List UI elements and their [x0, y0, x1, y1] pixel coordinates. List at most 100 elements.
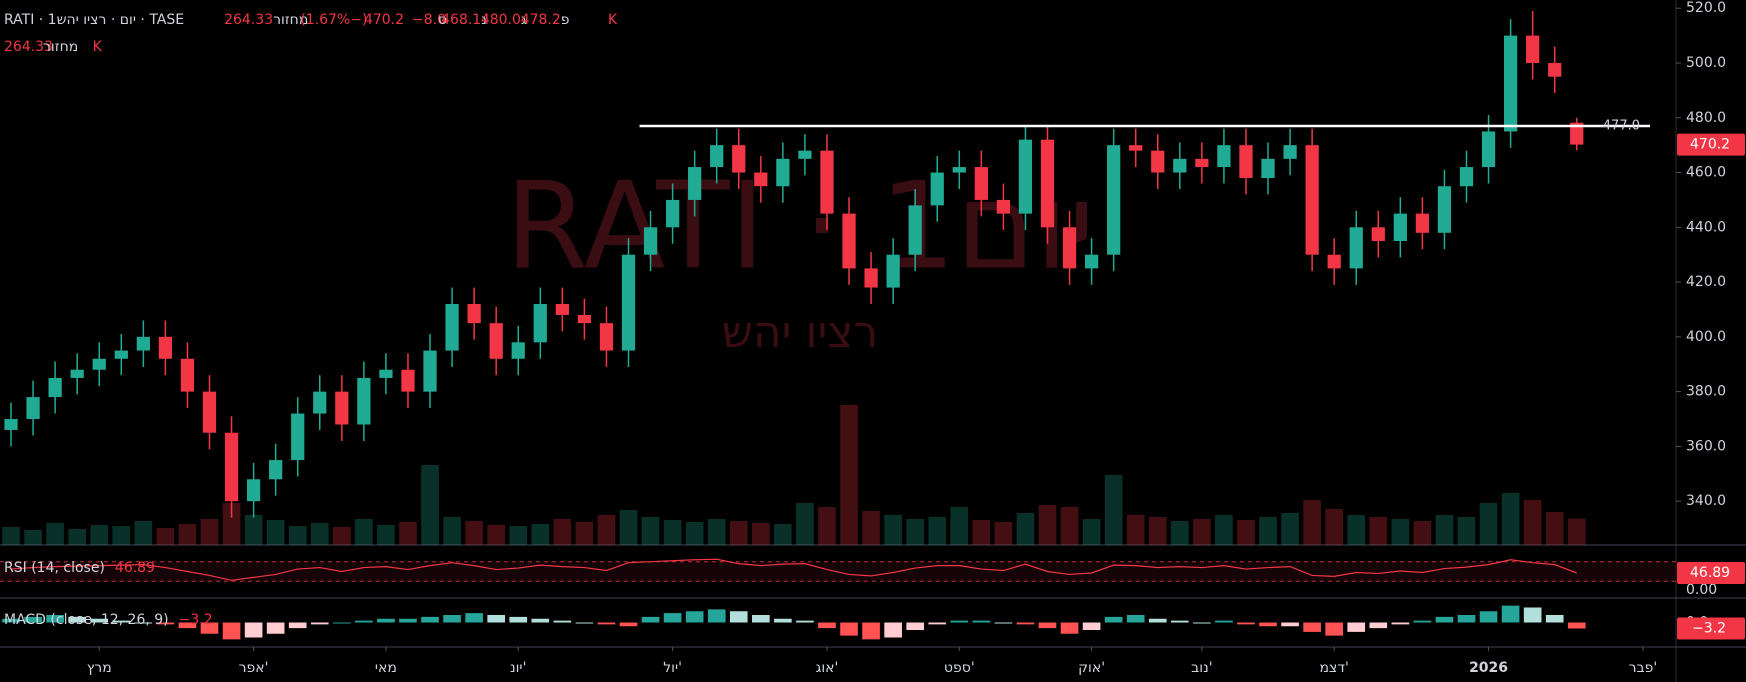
macd-histogram-bar [1369, 622, 1388, 629]
macd-histogram-bar [156, 622, 175, 625]
macd-histogram-bar [1303, 622, 1321, 632]
volume-bar [1259, 517, 1277, 545]
volume-bar [1303, 500, 1321, 545]
candle-body [864, 268, 878, 288]
x-tick-label: אוק' [1078, 660, 1105, 676]
header-line: RATI · 1יום · רציו יהש · TASE פ478.2ג480.… [4, 12, 618, 28]
volume-bar [531, 524, 550, 545]
symbol-title: RATI · 1יום · רציו יהש · TASE [4, 12, 184, 28]
macd-histogram-bar [90, 618, 109, 623]
x-tick-label: מאי [375, 660, 397, 676]
macd-histogram-bar [1391, 622, 1410, 625]
macd-histogram-bar [1193, 622, 1211, 624]
candle-body [1305, 145, 1319, 255]
volume-title: מחזור [273, 12, 308, 28]
volume-bar [818, 507, 836, 545]
macd-histogram-bar [112, 620, 131, 623]
candle-body [401, 369, 415, 392]
macd-histogram-bar [685, 611, 704, 623]
macd-histogram-bar [531, 618, 550, 623]
candle-body [1415, 213, 1430, 233]
candle-body [820, 150, 834, 214]
volume-bar [1104, 475, 1123, 545]
candle-body [511, 342, 525, 359]
candle-body [224, 432, 239, 502]
macd-current: −3.2 [179, 612, 213, 628]
macd-histogram-bar [1567, 622, 1586, 629]
macd-histogram-bar [1523, 607, 1542, 623]
candle-body [643, 227, 658, 255]
candle-body [732, 145, 746, 173]
volume-bar [884, 515, 902, 545]
rsi-value-label: 46.89 [1690, 565, 1730, 581]
candle-body [1195, 158, 1209, 168]
ohlc-prefix: ס [438, 12, 447, 28]
volume-bar [1457, 517, 1476, 545]
volume-bar [1325, 509, 1344, 545]
volume-bar [796, 503, 814, 545]
macd-histogram-bar [972, 620, 991, 623]
macd-name: MACD (close, 12, 26, 9) [4, 612, 169, 628]
candle-body [577, 314, 592, 324]
candle-body [246, 479, 261, 502]
macd-value-label: −3.2 [1692, 621, 1726, 637]
macd-histogram-bar [1104, 616, 1123, 623]
candle-body [1570, 122, 1584, 145]
candle-body [136, 336, 150, 351]
volume-bar [332, 527, 351, 545]
macd-histogram-bar [1060, 622, 1079, 634]
macd-histogram-bar [729, 611, 748, 623]
macd-histogram-bar [421, 616, 439, 623]
y-tick-label: 420.0 [1686, 274, 1726, 290]
candle-body [776, 158, 790, 187]
candle-body [489, 323, 503, 359]
volume-bar [90, 525, 109, 545]
macd-histogram-bar [1148, 618, 1167, 623]
volume-bar [112, 526, 131, 545]
candle-body [710, 145, 724, 168]
candle-body [665, 199, 680, 228]
x-tick-label: פבר' [1629, 660, 1658, 676]
candle-body [1107, 145, 1121, 255]
macd-histogram-bar [774, 618, 792, 623]
y-tick-label: 500.0 [1686, 55, 1726, 71]
x-tick-label: 2026 [1469, 660, 1508, 676]
macd-histogram-bar [266, 622, 285, 634]
candle-body [1018, 139, 1033, 214]
macd-histogram-bar [862, 622, 880, 640]
macd-histogram-bar [950, 620, 969, 623]
volume-bar [1082, 519, 1101, 545]
volume-bar [950, 507, 969, 545]
macd-histogram-bar [1457, 615, 1476, 623]
macd-histogram-bar [1435, 616, 1454, 623]
volume-bar [1479, 503, 1498, 545]
candle-body [1393, 213, 1407, 242]
candle-body [1548, 62, 1562, 77]
macd-histogram-bar [178, 622, 197, 629]
ohlc-prefix: ג [521, 12, 527, 28]
x-tick-label: נוב' [1191, 660, 1212, 676]
y-tick-label: 340.0 [1686, 493, 1726, 509]
volume-bar [1170, 521, 1189, 545]
macd-histogram-bar [1545, 615, 1564, 623]
candle-body [1526, 35, 1540, 63]
macd-histogram-bar [487, 615, 506, 623]
volume-bar [1281, 513, 1299, 545]
macd-histogram-bar [840, 622, 858, 636]
y-tick-label: 400.0 [1686, 329, 1726, 345]
macd-histogram-bar [597, 622, 616, 625]
volume-title: מחזור [43, 39, 78, 55]
rsi-line [10, 558, 1577, 581]
volume-bar [134, 521, 153, 545]
volume-bar [1148, 517, 1167, 545]
ohlc-value: 478.2 [521, 12, 561, 28]
volume-bar [68, 529, 87, 545]
candle-body [114, 350, 128, 359]
volume-bar [1501, 493, 1520, 545]
volume-bar [553, 519, 572, 545]
candle-body [1349, 227, 1363, 269]
macd-histogram-bar [200, 622, 219, 634]
volume-bar [972, 520, 991, 545]
volume-bar [355, 519, 373, 545]
